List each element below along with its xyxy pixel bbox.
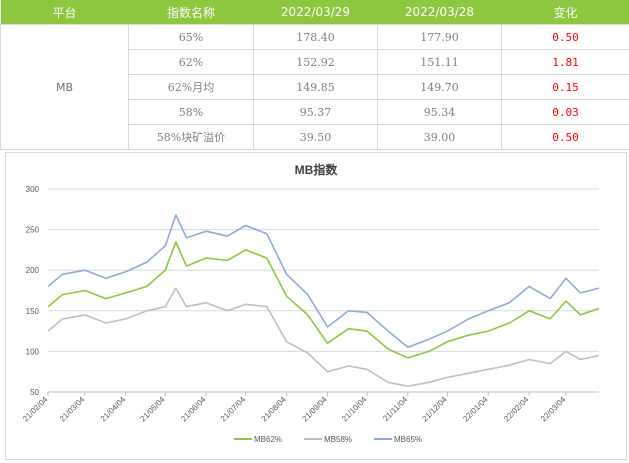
legend-label: MB58%	[324, 435, 352, 444]
series-line-mb65pct	[47, 214, 600, 349]
x-tick-label: 21/07/04	[219, 395, 248, 424]
x-tick-label: 21/03/04	[58, 395, 87, 424]
value-cell: 149.85	[253, 74, 378, 100]
x-tick-label: 22/02/04	[502, 395, 531, 424]
chart-title: MB指数	[295, 162, 339, 177]
change-cell: 0.50	[501, 124, 629, 150]
x-tick-label: 21/12/04	[420, 395, 449, 424]
value-cell: 178.40	[253, 24, 378, 50]
x-tick-label: 21/10/04	[340, 395, 369, 424]
value-cell: 151.11	[377, 49, 502, 75]
index-name-cell: 62%	[128, 49, 254, 75]
x-tick-label: 21/08/04	[260, 395, 289, 424]
series-line-mb58pct	[47, 287, 600, 388]
value-cell: 95.37	[253, 99, 378, 125]
index-name-cell: 62%月均	[128, 74, 254, 100]
chart-series	[47, 214, 600, 388]
x-tick-label: 21/05/04	[138, 395, 167, 424]
header-platform: 平台	[0, 0, 129, 25]
value-cell: 152.92	[253, 49, 378, 75]
y-tick-label: 200	[26, 266, 40, 275]
x-tick-label: 21/09/04	[300, 395, 329, 424]
header-change: 变化	[501, 0, 629, 25]
change-cell: 1.81	[501, 49, 629, 75]
legend-label: MB65%	[394, 435, 422, 444]
header-date-1: 2022/03/29	[253, 0, 378, 25]
x-tick-label: 22/01/04	[461, 395, 490, 424]
chart-grid	[48, 188, 599, 393]
change-cell: 0.03	[501, 99, 629, 125]
value-cell: 177.90	[377, 24, 502, 50]
chart-legend: MB62% MB58% MB65%	[234, 435, 422, 444]
y-axis-ticks: 50 100 150 200 250 300	[26, 185, 40, 397]
change-cell: 0.15	[501, 74, 629, 100]
y-tick-label: 250	[26, 226, 40, 235]
value-cell: 149.70	[377, 74, 502, 100]
index-name-cell: 58%块矿溢价	[128, 124, 254, 150]
value-cell: 39.50	[253, 124, 378, 150]
chart-container: MB指数 50 100 150 200 250 300 21/02/04 21/03/04 2…	[5, 152, 627, 460]
value-cell: 39.00	[377, 124, 502, 150]
table-row: MB 65% 178.40 177.90 0.50	[0, 24, 629, 150]
x-tick-label: 21/11/04	[381, 395, 409, 423]
table-row: 58%块矿溢价 39.50 39.00 0.50	[1, 124, 629, 150]
x-axis-ticks: 21/02/04 21/03/04 21/04/04 21/05/04 21/06/04…	[21, 391, 599, 424]
y-tick-label: 100	[26, 347, 40, 356]
series-line-mb62pct	[47, 241, 600, 359]
y-tick-label: 150	[26, 307, 40, 316]
table-row: 62%月均 149.85 149.70 0.15	[1, 74, 629, 100]
y-tick-label: 50	[30, 388, 39, 397]
table-row: 62% 152.92 151.11 1.81	[1, 49, 629, 75]
value-cell: 95.34	[377, 99, 502, 125]
y-tick-label: 300	[26, 185, 40, 194]
index-name-cell: 65%	[128, 24, 254, 50]
legend-label: MB62%	[254, 435, 282, 444]
header-date-2: 2022/03/28	[377, 0, 502, 25]
table-row: 58% 95.37 95.34 0.03	[1, 99, 629, 125]
x-tick-label: 21/06/04	[179, 395, 208, 424]
platform-cell: MB	[0, 24, 129, 150]
header-index-name: 指数名称	[128, 0, 254, 25]
x-tick-label: 21/04/04	[99, 395, 128, 424]
price-table: 平台 指数名称 2022/03/29 2022/03/28 变化 MB 65% …	[0, 0, 629, 150]
index-name-cell: 58%	[128, 99, 254, 125]
x-tick-label: 21/02/04	[21, 395, 50, 424]
change-cell: 0.50	[501, 24, 629, 50]
table-header-row: 平台 指数名称 2022/03/29 2022/03/28 变化	[0, 0, 629, 25]
x-tick-label: 22/03/04	[539, 395, 568, 424]
